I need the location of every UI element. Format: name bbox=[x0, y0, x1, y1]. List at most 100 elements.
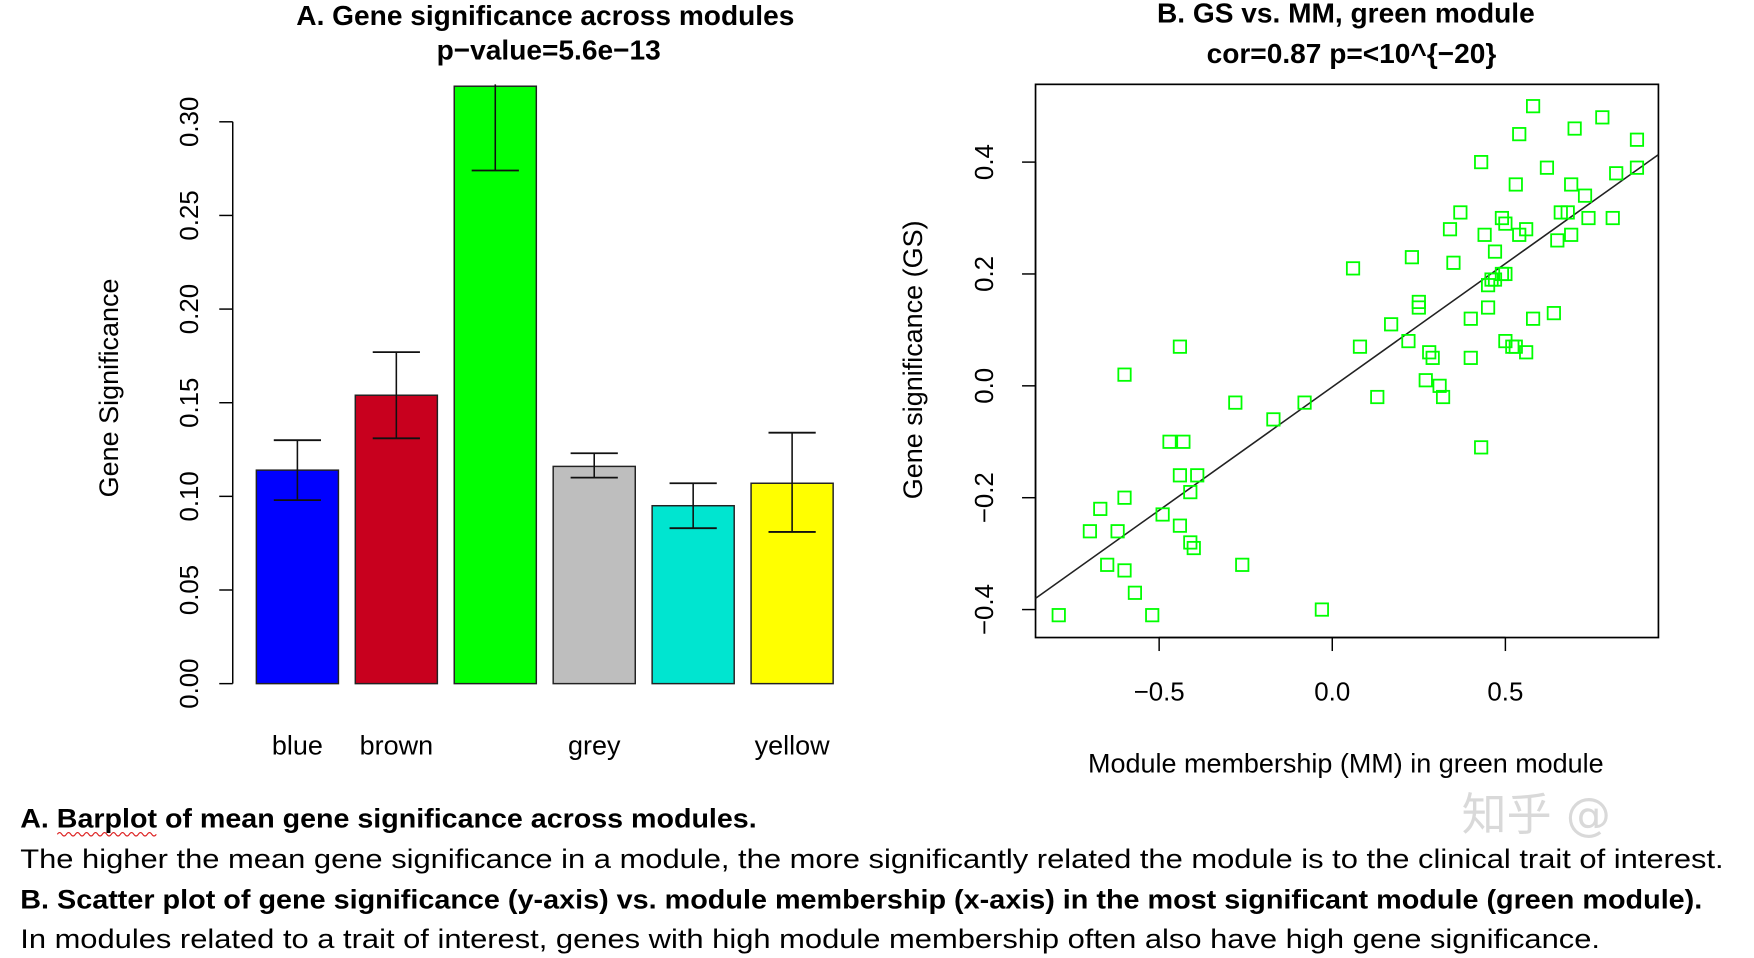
scatter-point bbox=[1564, 227, 1579, 242]
scatter-chart-subtitle: cor=0.87 p=<10^{−20} bbox=[1207, 38, 1497, 69]
bar-green bbox=[453, 85, 538, 685]
scatter-point bbox=[1051, 608, 1066, 623]
scatter-point bbox=[1487, 244, 1503, 259]
scatter-x-tick-label: 0.0 bbox=[1314, 678, 1350, 706]
scatter-point bbox=[1526, 99, 1541, 114]
scatter-point bbox=[1110, 524, 1125, 539]
scatter-y-tick-label: 0.0 bbox=[971, 368, 999, 404]
spellcheck-underline bbox=[56, 832, 157, 837]
scatter-point bbox=[1162, 434, 1177, 449]
scatter-point bbox=[1155, 507, 1170, 522]
scatter-point bbox=[1581, 210, 1596, 226]
scatter-point bbox=[1172, 468, 1188, 483]
scatter-point bbox=[1117, 490, 1132, 505]
bar-x-tick-label: brown bbox=[360, 730, 433, 760]
scatter-point bbox=[1480, 300, 1496, 315]
scatter-y-tick-label: 0.4 bbox=[971, 144, 999, 180]
scatter-point bbox=[1345, 261, 1361, 276]
scatter-point bbox=[1564, 177, 1579, 192]
scatter-point bbox=[1172, 339, 1188, 354]
scatter-point bbox=[1526, 311, 1541, 326]
bar-chart-ylabel: Gene Significance bbox=[94, 278, 124, 497]
scatter-point bbox=[1474, 155, 1489, 170]
scatter-point bbox=[1145, 608, 1160, 623]
bar-y-tick-label: 0.30 bbox=[176, 97, 204, 147]
scatter-point bbox=[1172, 518, 1188, 533]
scatter-point bbox=[1186, 540, 1201, 556]
scatter-y-tick-label: −0.4 bbox=[971, 584, 999, 635]
bar-chart-title: A. Gene significance across modules bbox=[296, 0, 794, 31]
scatter-point bbox=[1550, 233, 1565, 248]
caption-line-b-title: B. Scatter plot of gene significance (y-… bbox=[20, 885, 1702, 915]
bar-chart-bars bbox=[255, 84, 834, 685]
scatter-chart: B. GS vs. MM, green module cor=0.87 p=<1… bbox=[898, 0, 1660, 778]
scatter-point bbox=[1508, 177, 1523, 192]
scatter-point bbox=[1629, 160, 1645, 175]
scatter-point bbox=[1519, 222, 1534, 237]
scatter-point bbox=[1425, 350, 1440, 365]
bar-x-tick-label: yellow bbox=[755, 730, 830, 760]
scatter-point bbox=[1453, 205, 1468, 220]
bar-y-tick-label: 0.20 bbox=[176, 284, 204, 334]
scatter-point bbox=[1446, 255, 1461, 270]
scatter-point bbox=[1183, 485, 1198, 500]
scatter-point bbox=[1512, 127, 1527, 142]
scatter-point bbox=[1411, 300, 1426, 315]
caption-line-a-title: A. Barplot of mean gene significance acr… bbox=[20, 804, 756, 834]
scatter-point bbox=[1463, 311, 1478, 326]
scatter-point bbox=[1228, 395, 1243, 410]
scatter-point bbox=[1235, 557, 1250, 572]
scatter-chart-ylabel: Gene significance (GS) bbox=[898, 220, 928, 499]
scatter-y-tick-label: −0.2 bbox=[971, 472, 999, 523]
scatter-point bbox=[1605, 210, 1620, 226]
bar-y-tick-label: 0.10 bbox=[176, 471, 204, 521]
scatter-point bbox=[1519, 345, 1534, 360]
scatter-point bbox=[1297, 395, 1312, 410]
scatter-point bbox=[1418, 373, 1433, 388]
scatter-point bbox=[1190, 468, 1205, 483]
scatter-point bbox=[1435, 389, 1451, 405]
scatter-plot-frame bbox=[1034, 83, 1660, 639]
scatter-point bbox=[1082, 524, 1097, 539]
caption-line-a-body: The higher the mean gene significance in… bbox=[20, 844, 1723, 874]
scatter-point bbox=[1127, 585, 1142, 600]
scatter-chart-points bbox=[1035, 99, 1659, 623]
scatter-point bbox=[1539, 160, 1555, 175]
regression-line bbox=[1035, 153, 1659, 599]
caption-line-b-body: In modules related to a trait of interes… bbox=[20, 924, 1600, 954]
bar-x-tick-label: blue bbox=[272, 730, 323, 760]
bar-brown bbox=[354, 394, 439, 685]
scatter-point bbox=[1567, 121, 1582, 136]
scatter-point bbox=[1560, 205, 1575, 220]
scatter-point bbox=[1352, 339, 1368, 354]
scatter-chart-xlabel: Module membership (MM) in green module bbox=[1088, 748, 1604, 778]
bar-y-tick-label: 0.15 bbox=[176, 378, 204, 428]
scatter-point bbox=[1487, 272, 1503, 287]
scatter-point bbox=[1100, 557, 1115, 572]
scatter-point bbox=[1384, 317, 1399, 332]
scatter-point bbox=[1463, 350, 1478, 365]
scatter-chart-title: B. GS vs. MM, green module bbox=[1157, 0, 1535, 29]
bar-group bbox=[255, 84, 834, 685]
bar-chart: A. Gene significance across modules p−va… bbox=[94, 0, 834, 760]
scatter-point bbox=[1432, 378, 1447, 393]
scatter-point bbox=[1176, 434, 1191, 449]
scatter-point bbox=[1117, 563, 1132, 578]
bar-grey bbox=[552, 465, 636, 685]
scatter-point bbox=[1595, 110, 1610, 125]
scatter-point bbox=[1093, 501, 1108, 516]
bar-y-tick-label: 0.00 bbox=[176, 658, 204, 708]
scatter-point bbox=[1266, 412, 1281, 427]
scatter-x-tick-label: −0.5 bbox=[1134, 678, 1185, 706]
bar-y-tick-label: 0.25 bbox=[176, 190, 204, 240]
scatter-point bbox=[1609, 166, 1624, 181]
scatter-chart-axes: −0.5 0.0 0.5 −0.4 −0.2 0.0 0.2 0.4 bbox=[971, 144, 1524, 706]
scatter-point bbox=[1546, 306, 1561, 321]
scatter-x-tick-label: 0.5 bbox=[1487, 678, 1523, 706]
caption: A. Barplot of mean gene significance acr… bbox=[20, 788, 1723, 954]
bar-y-tick-label: 0.05 bbox=[176, 565, 204, 615]
scatter-point bbox=[1442, 222, 1458, 237]
scatter-point bbox=[1314, 602, 1329, 617]
scatter-point bbox=[1401, 334, 1416, 349]
